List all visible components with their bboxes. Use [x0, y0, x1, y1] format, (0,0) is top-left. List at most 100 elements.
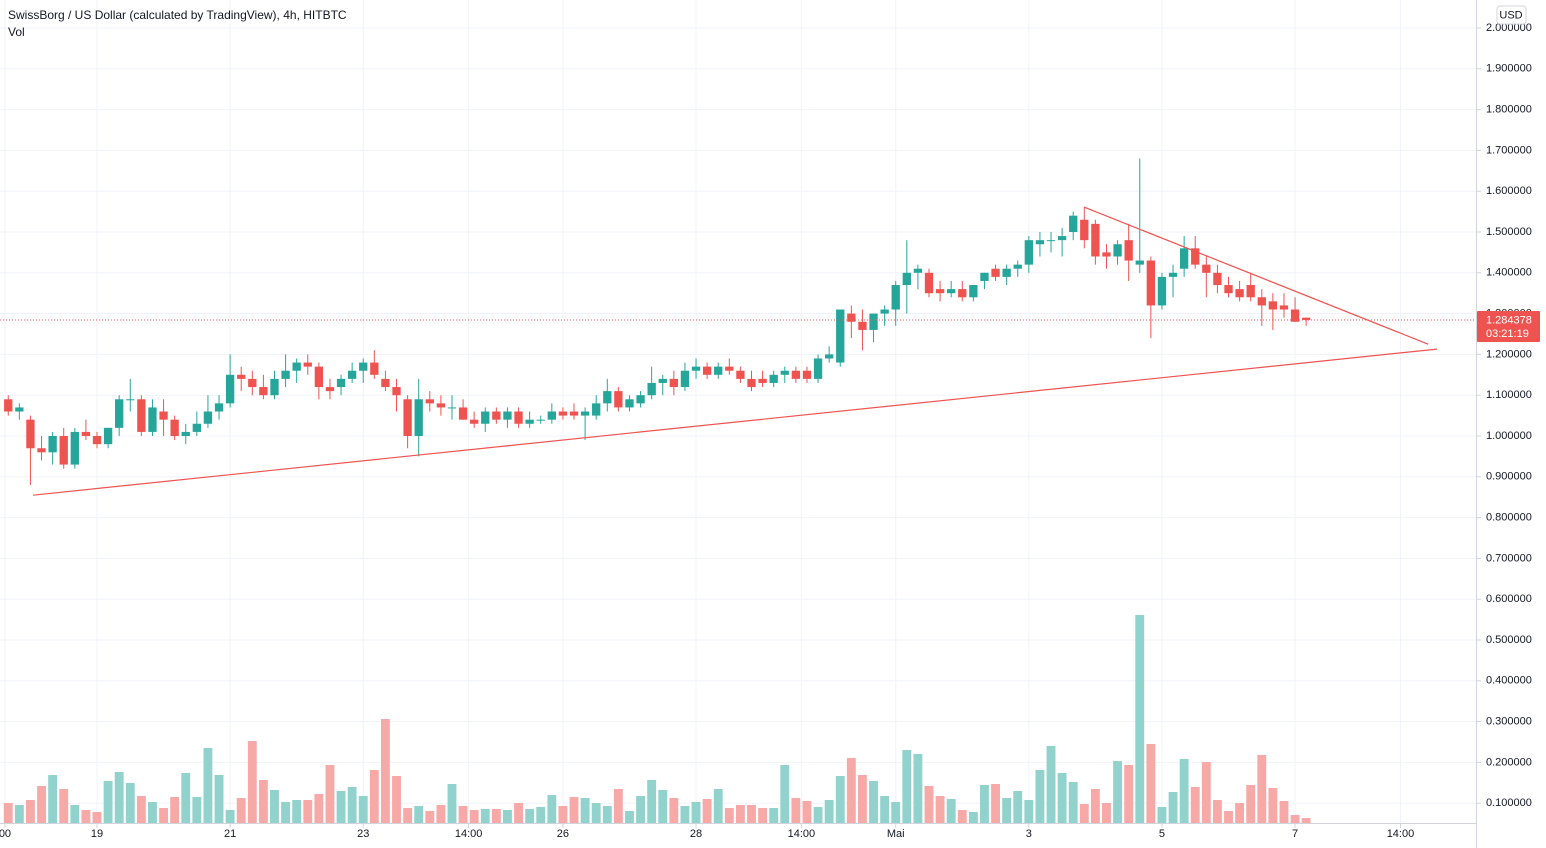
volume-bar [314, 794, 324, 823]
volume-bar [1268, 788, 1278, 823]
volume-bar [613, 789, 623, 823]
candle-body [514, 411, 523, 424]
candle-body [880, 309, 889, 314]
candle-body [214, 403, 224, 412]
x-tick-label: 5 [1159, 828, 1165, 840]
volume-bar [159, 808, 168, 823]
volume-bar [503, 810, 512, 823]
volume-bar [647, 780, 657, 823]
volume-bar [1046, 746, 1056, 823]
candle-body [481, 411, 490, 424]
candle-body [259, 387, 268, 396]
candle-body [902, 272, 911, 286]
candle-body [669, 378, 679, 388]
candle-body [935, 289, 945, 294]
candle-body [470, 419, 479, 424]
volume-bar [270, 790, 279, 823]
candle-body [1102, 252, 1111, 257]
volume-bar [458, 806, 468, 823]
currency[interactable]: USD [1499, 9, 1522, 21]
volume-bar [724, 808, 734, 823]
candle-body [769, 374, 778, 383]
y-tick-label: 0.400000 [1486, 675, 1532, 687]
y-tick-label: 2.000000 [1486, 22, 1532, 34]
volume-bar [758, 808, 768, 823]
candle-body [70, 431, 79, 465]
volume-bar [414, 806, 424, 823]
x-tick-label: 14:00 [1387, 828, 1415, 840]
x-tick-label: 26 [557, 828, 569, 840]
candle-body [1057, 236, 1067, 241]
volume-bar [869, 781, 878, 823]
candle-body [847, 313, 856, 322]
candle-body [314, 366, 324, 388]
volume-bar [1090, 789, 1100, 823]
last-price-tag [1477, 310, 1540, 342]
candle-body [725, 366, 734, 371]
x-tick-label: 23 [357, 828, 369, 840]
volume-bar [70, 805, 80, 823]
y-tick-label: 0.200000 [1486, 756, 1532, 768]
x-tick-label: 7 [1292, 828, 1298, 840]
volume-bar [569, 797, 579, 823]
candle-body [592, 403, 601, 416]
y-tick-label: 0.900000 [1486, 471, 1532, 483]
candle-body [203, 411, 213, 424]
volume-bar [747, 805, 756, 823]
volume-bar [591, 803, 601, 823]
volume-bar [1179, 759, 1189, 823]
candle-body [658, 378, 667, 383]
candle-body [1246, 285, 1255, 298]
candle-body [758, 378, 767, 383]
volume-bar [713, 789, 723, 823]
candle-body [1002, 268, 1011, 277]
candle-body [1069, 215, 1078, 232]
volume-bar [880, 796, 890, 823]
volume-bar [957, 810, 967, 823]
volume-bar [203, 748, 213, 823]
candle-body [525, 419, 534, 424]
volume-bar [913, 754, 923, 823]
y-tick-label: 1.800000 [1486, 103, 1532, 115]
volume-bar [114, 772, 124, 823]
y-tick-label: 1.200000 [1486, 348, 1532, 360]
candle-body [1024, 240, 1033, 265]
candle-body [1146, 260, 1156, 306]
volume-bar [469, 810, 479, 823]
currency-box[interactable] [1496, 5, 1527, 25]
candle-body [1235, 289, 1244, 298]
volume-bar [968, 812, 978, 823]
volume-bar [336, 791, 346, 823]
candle-body [347, 370, 357, 379]
candle-body [370, 362, 379, 375]
candle-body [81, 431, 91, 437]
candle-body [15, 407, 24, 412]
x-tick-label: 21 [224, 828, 236, 840]
volume-bar [1290, 815, 1300, 823]
volume-bar [547, 795, 557, 823]
x-tick-label: 14:00 [788, 828, 816, 840]
candle-body [436, 403, 446, 408]
volume-bar [258, 780, 268, 823]
volume-bar [1168, 792, 1178, 823]
volume-bar [369, 770, 379, 823]
candle-body [1224, 285, 1233, 294]
candle-body [170, 419, 179, 437]
volume-bar [669, 798, 679, 823]
volume-bar [136, 796, 146, 823]
candle-body [780, 370, 789, 375]
volume-bar [1246, 785, 1256, 823]
candle-body [558, 411, 568, 416]
volume-bar [946, 799, 956, 823]
candle-body [625, 399, 634, 408]
volume-bar [225, 810, 235, 823]
candle-body [736, 370, 745, 379]
volume-bar [525, 809, 535, 823]
volume-bar [480, 809, 490, 823]
candle-body [148, 407, 157, 432]
candle-body [48, 436, 57, 453]
volume-bar [14, 805, 24, 823]
candle-body [547, 411, 556, 420]
